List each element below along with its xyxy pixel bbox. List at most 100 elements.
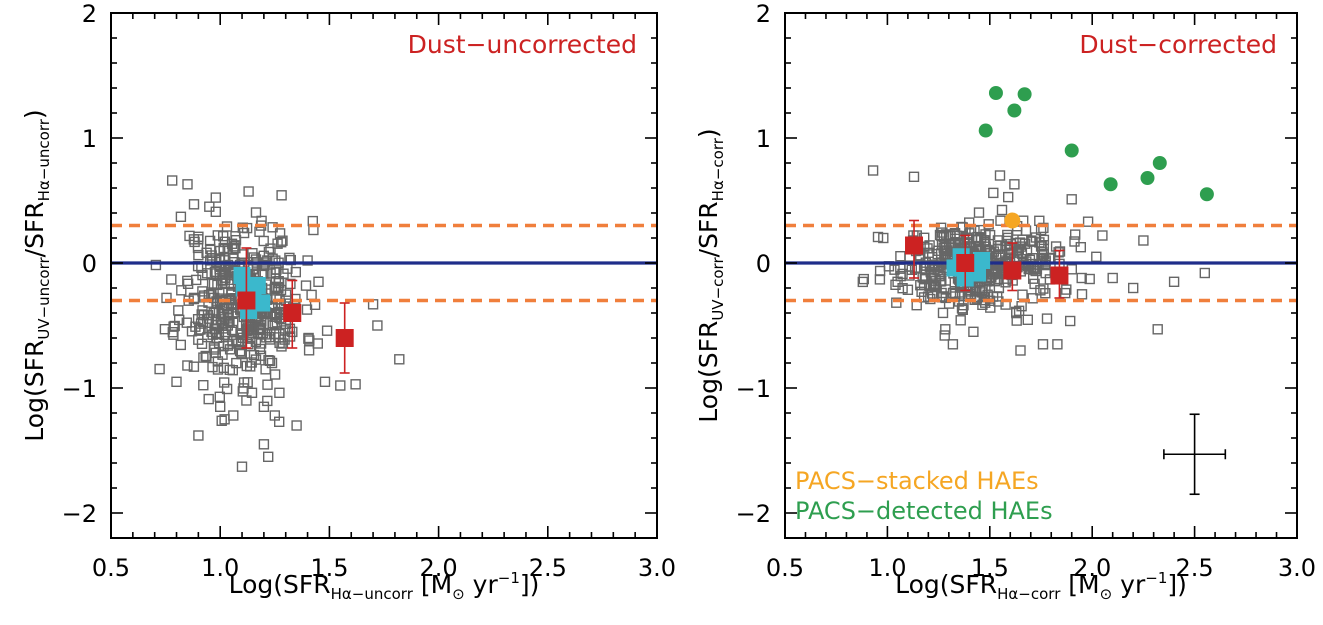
gray-point bbox=[269, 369, 281, 380]
gray-point bbox=[291, 420, 302, 431]
gray-point bbox=[1037, 339, 1049, 350]
panel-label: Dust−corrected bbox=[1079, 30, 1277, 59]
gray-point bbox=[161, 292, 172, 304]
gray-point bbox=[968, 326, 979, 337]
gray-point bbox=[255, 320, 266, 331]
gray-point bbox=[263, 451, 274, 462]
gray-point bbox=[955, 315, 966, 326]
gray-point bbox=[895, 270, 906, 282]
gray-point bbox=[937, 307, 949, 319]
gray-point bbox=[313, 276, 324, 287]
gray-point bbox=[276, 190, 287, 201]
gray-point bbox=[1011, 307, 1022, 319]
bin-median bbox=[1050, 266, 1069, 285]
gray-point bbox=[950, 288, 961, 300]
bin-median bbox=[283, 304, 302, 322]
gray-point bbox=[1064, 315, 1076, 327]
x-tick-label: 2.5 bbox=[529, 554, 567, 582]
gray-point bbox=[1036, 247, 1048, 258]
gray-point bbox=[872, 231, 884, 243]
gray-point bbox=[279, 334, 290, 345]
gray-point bbox=[190, 274, 202, 286]
x-axis-title: Log(SFRHα−corr [M⊙ yr−1]) bbox=[895, 569, 1187, 603]
gray-point bbox=[965, 241, 977, 252]
gray-point bbox=[1069, 236, 1080, 247]
gray-point bbox=[1059, 287, 1071, 299]
gray-point bbox=[303, 345, 315, 356]
gray-point bbox=[218, 377, 230, 388]
plot-area bbox=[111, 175, 657, 472]
gray-point bbox=[1168, 276, 1180, 287]
x-tick-label: 3.0 bbox=[1278, 554, 1316, 582]
gray-point bbox=[266, 357, 278, 369]
gray-point bbox=[1127, 282, 1139, 294]
gray-point bbox=[262, 379, 273, 390]
gray-point bbox=[947, 339, 959, 350]
gray-point bbox=[988, 187, 999, 199]
y-axis-title: Log(SFRUV−corr/SFRHα−corr) bbox=[694, 128, 727, 422]
gray-point bbox=[210, 314, 221, 325]
gray-point bbox=[220, 272, 231, 283]
gray-point bbox=[254, 343, 266, 355]
gray-point bbox=[867, 165, 879, 176]
legend-entry: PACS−stacked HAEs bbox=[795, 467, 1039, 495]
gray-point bbox=[1082, 216, 1094, 227]
cyan-point bbox=[973, 252, 991, 269]
gray-point bbox=[217, 323, 229, 334]
gray-point bbox=[222, 243, 233, 255]
gray-point bbox=[198, 352, 209, 363]
gray-point bbox=[992, 235, 1004, 246]
gray-point bbox=[936, 292, 948, 303]
gray-point bbox=[1038, 283, 1049, 294]
plot-area bbox=[785, 86, 1297, 356]
gray-point bbox=[263, 246, 275, 258]
x-tick-label: 0.5 bbox=[766, 554, 804, 582]
gray-point bbox=[1069, 229, 1081, 240]
gray-point bbox=[212, 279, 223, 291]
gray-point bbox=[1030, 232, 1042, 243]
gray-point bbox=[168, 321, 179, 332]
gray-point bbox=[176, 285, 187, 296]
gray-point bbox=[858, 273, 869, 285]
y-axis-title: Log(SFRUV−uncorr/SFRHα−uncorr) bbox=[20, 109, 53, 441]
gray-point bbox=[250, 354, 262, 365]
pacs-detected-point bbox=[1103, 177, 1118, 192]
gray-point bbox=[188, 361, 200, 372]
y-tick-label: −2 bbox=[62, 500, 97, 528]
gray-point bbox=[929, 281, 940, 292]
gray-point bbox=[1052, 339, 1063, 350]
gray-point bbox=[241, 222, 253, 234]
gray-point bbox=[306, 289, 317, 301]
gray-point bbox=[175, 339, 187, 351]
gray-point bbox=[940, 324, 951, 335]
gray-point bbox=[300, 280, 312, 291]
gray-point bbox=[167, 327, 179, 338]
gray-point bbox=[1041, 313, 1053, 324]
gray-point bbox=[203, 297, 214, 308]
pacs-stacked-point bbox=[1004, 212, 1021, 229]
gray-point bbox=[1199, 267, 1211, 279]
gray-point bbox=[207, 361, 218, 373]
gray-point bbox=[977, 284, 988, 295]
gray-point bbox=[258, 439, 270, 450]
gray-point bbox=[276, 341, 287, 352]
pacs-detected-point bbox=[988, 86, 1003, 100]
gray-point bbox=[204, 235, 216, 247]
gray-point bbox=[214, 391, 226, 402]
x-tick-label: 3.0 bbox=[638, 554, 676, 582]
pacs-detected-point bbox=[1017, 87, 1032, 102]
gray-point bbox=[938, 291, 949, 302]
x-tick-label: 1.0 bbox=[201, 554, 239, 582]
gray-point bbox=[198, 380, 209, 391]
gray-point bbox=[175, 211, 187, 223]
gray-point bbox=[216, 320, 228, 331]
gray-point bbox=[874, 274, 886, 285]
y-tick-label: 2 bbox=[756, 0, 771, 28]
gray-point bbox=[956, 303, 968, 314]
gray-point bbox=[285, 278, 296, 290]
gray-point bbox=[234, 345, 246, 357]
gray-point bbox=[210, 347, 222, 359]
gray-point bbox=[166, 274, 177, 285]
x-tick-label: 2.5 bbox=[1176, 554, 1214, 582]
gray-point bbox=[1075, 241, 1087, 253]
